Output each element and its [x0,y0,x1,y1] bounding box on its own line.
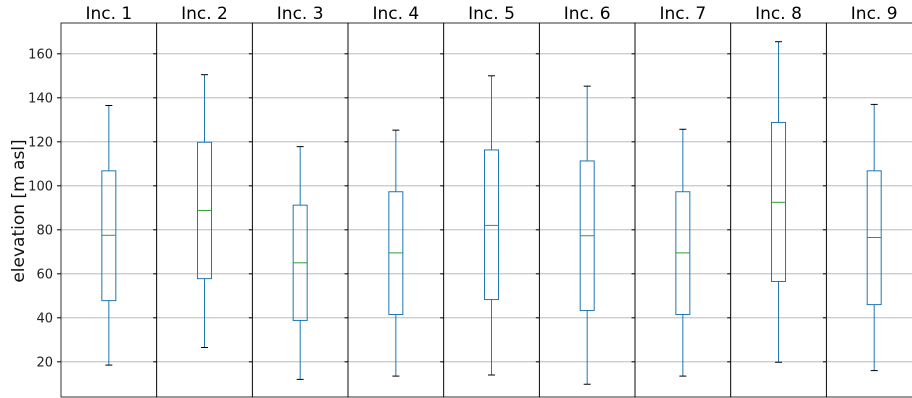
panel-2: Inc. 2 [153,4,253,398]
y-tick-label: 40 [36,311,53,326]
y-tick-label: 100 [28,179,53,194]
panel-title: Inc. 2 [181,4,228,24]
panel-7: Inc. 7 [631,4,732,398]
y-tick-label: 80 [36,223,53,238]
panel-5: Inc. 5 [440,4,540,398]
box [484,149,500,301]
panel-1: Inc. 1 [60,4,158,398]
panel-6: Inc. 6 [535,4,636,398]
y-tick-label: 140 [28,91,53,106]
panel-3: Inc. 3 [248,4,349,398]
panel-title: Inc. 7 [659,4,706,24]
y-tick-label: 60 [36,267,53,282]
y-tick-label: 20 [36,355,53,370]
panel-title: Inc. 6 [564,4,611,24]
panel-title: Inc. 9 [851,4,898,24]
panel-8: Inc. 8 [727,4,827,398]
panel-title: Inc. 3 [277,4,324,24]
y-axis-label: elevation [m asl] [9,139,29,282]
panels: Inc. 1 Inc. 2 Inc. 3 Inc. 4 Inc. 5 Inc. 6 Inc.… [60,4,912,398]
panel-title: Inc. 4 [372,4,419,24]
y-tick-label: 160 [28,47,53,62]
panel-title: Inc. 8 [755,4,802,24]
panel-frame [825,22,912,398]
y-tick-label: 120 [28,135,53,150]
panel-9: Inc. 9 [822,4,912,398]
panel-title: Inc. 1 [85,4,132,24]
panel-4: Inc. 4 [344,4,445,398]
panel-title: Inc. 5 [468,4,515,24]
y-axis-ticks: 20 40 60 80 100 120 140 160 [28,47,61,370]
